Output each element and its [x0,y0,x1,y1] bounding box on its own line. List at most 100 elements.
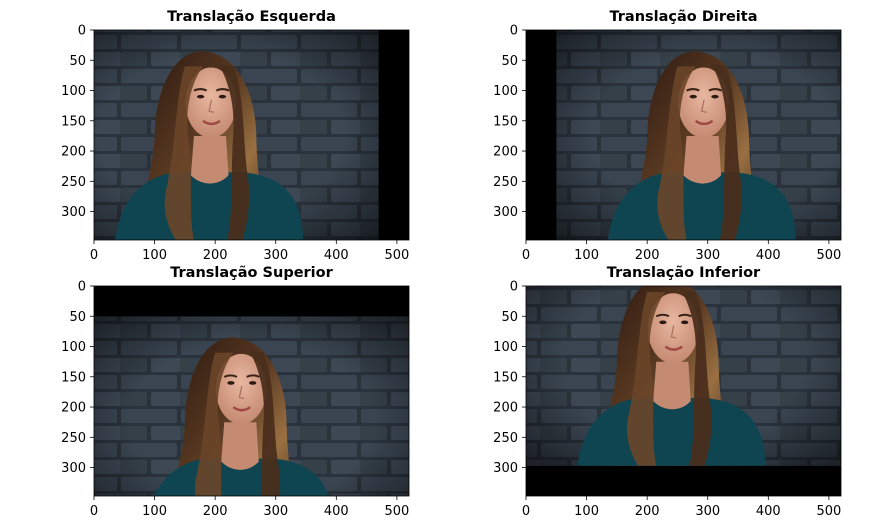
y-tick-label: 150 [493,114,518,129]
y-tick-label: 100 [493,340,518,355]
left-brow [193,88,208,92]
x-tick-label: 400 [756,248,781,263]
hair-strand-right [218,63,250,240]
subplot-title: Translação Inferior [607,265,761,281]
fill-band [526,30,557,240]
subplot-title: Translação Direita [609,9,757,25]
x-tick-label: 500 [384,248,409,263]
y-tick-label: 50 [501,54,518,69]
left-brow [655,313,670,318]
x-tick-label: 300 [695,248,720,263]
x-tick-label: 100 [142,504,167,519]
mouth [694,119,714,126]
y-tick-label: 0 [78,280,86,295]
axes-frame [525,285,842,497]
right-eye [249,381,257,385]
hair-strand-left [194,352,234,496]
subplot-4: Translação Inferior 0 100 200 300 400 500 0 50 10… [493,265,842,519]
x-tick-label: 200 [203,504,228,519]
y-tick-label: 300 [493,205,518,220]
y-tick-label: 50 [69,54,86,69]
hair-strand-right [680,289,712,466]
y-tick-label: 100 [61,84,86,99]
x-tick-label: 100 [142,248,167,263]
y-tick-label: 200 [493,401,518,416]
shirt [115,172,303,240]
right-eye [711,94,719,99]
nose [700,99,707,113]
subplot-3: Translação Superior 0 100 200 300 400 500 0 50 10… [61,265,410,519]
shirt [577,398,766,466]
y-tick-label: 0 [510,280,518,295]
left-eye [196,94,205,99]
photo [526,286,841,466]
x-tick-label: 400 [756,504,781,519]
x-tick-label: 500 [816,248,841,263]
nose [208,99,215,113]
x-tick-label: 100 [574,248,599,263]
y-tick-label: 150 [61,114,86,129]
right-brow [215,88,230,92]
neck [190,136,229,184]
translated-image [94,286,409,496]
y-tick-label: 250 [61,175,86,190]
left-eye [689,94,697,99]
x-tick-label: 200 [635,504,660,519]
hair-strand-left [657,66,696,240]
subplot-title: Translação Superior [170,265,333,281]
x-tick-label: 500 [816,504,841,519]
nose [670,325,677,339]
x-tick-label: 300 [263,504,288,519]
y-tick-label: 300 [61,461,86,476]
y-tick-label: 300 [493,461,518,476]
translated-image [526,286,841,496]
y-tick-label: 150 [493,370,518,385]
hair-strand-right [248,349,280,496]
x-tick-label: 100 [574,504,599,519]
mouth [664,345,684,351]
y-tick-label: 200 [61,401,86,416]
right-eye [218,94,227,99]
y-tick-label: 250 [493,431,518,446]
axes-frame [93,285,410,497]
y-tick-label: 200 [493,145,518,160]
y-tick-label: 300 [61,205,86,220]
right-eye [681,320,689,325]
left-eye [659,320,667,325]
fill-band [94,286,409,317]
subplot-title: Translação Esquerda [167,9,336,25]
x-tick-label: 0 [90,504,98,519]
photo [94,30,379,240]
left-brow [223,374,238,378]
subplot-2: Translação Direita 0 100 200 300 400 500 0 50 100… [493,9,842,263]
photo [94,316,409,496]
y-tick-label: 0 [510,24,518,39]
photo [556,30,841,240]
y-tick-label: 200 [61,145,86,160]
neck [653,361,691,410]
axes-frame [525,29,842,241]
right-brow [708,88,723,92]
y-tick-label: 0 [78,24,86,39]
right-brow [678,313,692,318]
x-tick-label: 0 [522,248,530,263]
x-tick-label: 0 [90,248,98,263]
left-eye [227,381,235,385]
nose [238,385,245,400]
y-tick-label: 250 [61,431,86,446]
x-tick-label: 500 [384,504,409,519]
hair-strand-left [164,66,204,240]
axes-frame [93,29,410,241]
translated-image [526,30,841,240]
left-brow [686,88,700,92]
x-tick-label: 200 [635,248,660,263]
y-tick-label: 100 [61,340,86,355]
y-tick-label: 250 [493,175,518,190]
hair-strand-right [710,63,742,240]
mouth [202,119,221,126]
shirt [607,172,796,240]
translated-image [94,30,409,240]
x-tick-label: 300 [263,248,288,263]
fill-band [526,465,841,496]
